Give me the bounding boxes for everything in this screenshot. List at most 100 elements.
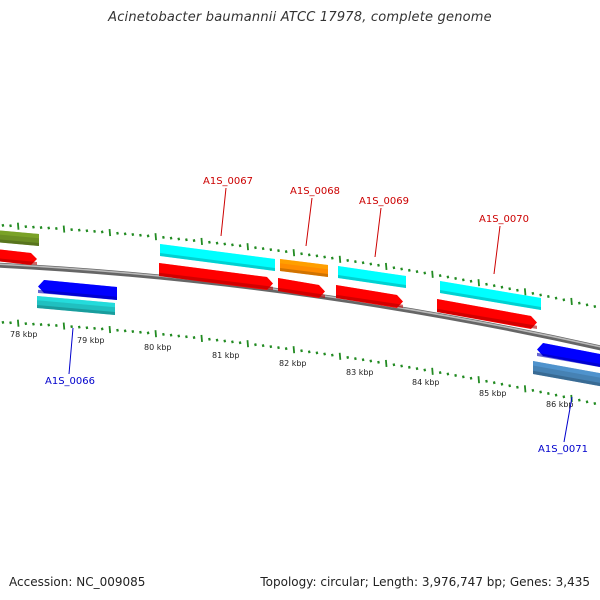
outer-tick (261, 247, 265, 251)
gene-A1S_0066-teal[interactable] (37, 296, 115, 315)
outer-tick (400, 267, 403, 271)
genome-summary-text: Topology: circular; Length: 3,976,747 bp… (260, 575, 590, 589)
gene-A1S_0068-orange[interactable] (280, 259, 328, 277)
outer-tick (32, 225, 35, 229)
gene-A1S_0069-red[interactable] (336, 285, 403, 308)
gene-label-A1S_0066[interactable]: A1S_0066 (45, 376, 95, 387)
inner-tick (200, 334, 203, 342)
gene-red-partial[interactable] (0, 249, 37, 265)
gene-label-A1S_0069[interactable]: A1S_0069 (359, 196, 409, 207)
gene-label-A1S_0068[interactable]: A1S_0068 (290, 186, 340, 197)
outer-tick (469, 279, 473, 283)
inner-tick (431, 367, 434, 375)
inner-tick (16, 319, 20, 327)
inner-tick (292, 346, 296, 354)
outer-tick (108, 228, 112, 237)
inner-tick (546, 392, 550, 396)
outer-tick (277, 249, 280, 253)
gene-olive-partial[interactable] (0, 230, 39, 246)
gene-A1S_0070-red[interactable] (437, 299, 537, 329)
inner-tick (377, 360, 380, 364)
inner-tick (77, 325, 81, 329)
outer-tick (123, 232, 127, 236)
outer-tick (546, 295, 550, 299)
inner-tick (192, 336, 196, 340)
inner-tick (32, 322, 35, 326)
gene-A1S_0066-blue[interactable] (38, 280, 117, 300)
outer-tick (70, 228, 73, 232)
outer-tick (415, 270, 419, 274)
inner-tick-row (1, 319, 597, 406)
outer-tick (24, 225, 28, 229)
ruler-label-83: 83 kbp (346, 368, 374, 377)
inner-tick (223, 339, 227, 343)
inner-tick (338, 352, 342, 360)
gene-label-A1S_0071[interactable]: A1S_0071 (538, 444, 588, 455)
inner-tick (146, 331, 150, 335)
inner-tick (585, 400, 589, 404)
inner-tick (277, 346, 280, 350)
outer-tick (62, 225, 66, 233)
outer-tick (215, 241, 219, 245)
outer-tick (346, 258, 350, 262)
inner-tick (500, 382, 504, 386)
outer-tick (354, 260, 357, 264)
outer-tick (585, 303, 589, 307)
genome-title: Acinetobacter baumannii ATCC 17978, comp… (108, 10, 492, 25)
inner-tick (438, 371, 442, 375)
gene-label-A1S_0070[interactable]: A1S_0070 (479, 214, 529, 225)
outer-tick (423, 271, 427, 275)
outer-tick (223, 242, 227, 246)
gene-A1S_0068-red[interactable] (278, 278, 325, 298)
outer-tick (300, 252, 303, 256)
ruler-label-81: 81 kbp (212, 351, 240, 360)
accession-text: Accession: NC_009085 (9, 575, 146, 589)
inner-tick (108, 325, 112, 334)
inner-tick (531, 388, 535, 392)
inner-tick (54, 324, 58, 328)
gene-label-A1S_0067[interactable]: A1S_0067 (203, 176, 253, 187)
outer-tick (54, 227, 58, 231)
outer-tick (47, 226, 51, 230)
inner-tick (593, 402, 597, 406)
inner-tick (361, 358, 365, 362)
outer-tick (539, 293, 542, 297)
inner-tick (208, 337, 211, 341)
outer-tick (292, 249, 296, 257)
inner-tick (539, 390, 542, 394)
outer-tick (200, 237, 203, 245)
outer-tick (284, 250, 288, 254)
gene-A1S_0067-cyan[interactable] (160, 244, 275, 271)
outer-tick (315, 254, 319, 258)
outer-tick (139, 233, 142, 237)
outer-tick (185, 238, 188, 242)
inner-tick (315, 351, 319, 355)
inner-tick (9, 321, 12, 325)
inner-tick (415, 367, 419, 371)
inner-tick (154, 330, 157, 338)
inner-tick (62, 322, 66, 330)
inner-tick (261, 344, 265, 348)
inner-tick (70, 325, 73, 329)
gene-A1S_0071-steel[interactable] (533, 361, 600, 387)
gene-A1S_0069-cyan[interactable] (338, 266, 406, 288)
gene-A1S_0067-red[interactable] (159, 263, 273, 290)
inner-tick (485, 379, 488, 383)
gene-A1S_0070-cyan[interactable] (440, 281, 541, 310)
outer-tick (39, 226, 43, 230)
inner-tick (477, 376, 480, 384)
inner-tick (392, 363, 396, 367)
inner-tick (93, 326, 96, 330)
outer-tick (9, 224, 12, 228)
outer-tick (169, 236, 173, 240)
gene-A1S_0071-blue[interactable] (537, 343, 600, 368)
outer-tick (392, 266, 396, 270)
inner-tick (284, 347, 288, 351)
outer-tick (554, 296, 558, 300)
inner-tick (238, 341, 242, 345)
outer-tick (208, 240, 211, 244)
outer-tick (492, 284, 496, 288)
outer-tick (531, 291, 535, 295)
outer-tick (369, 262, 373, 266)
